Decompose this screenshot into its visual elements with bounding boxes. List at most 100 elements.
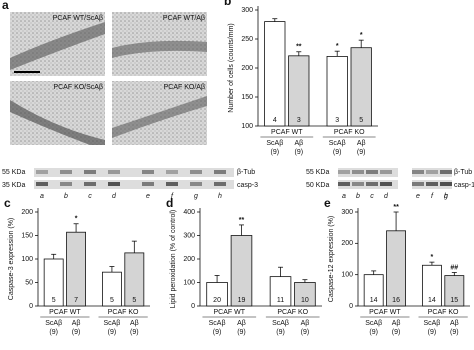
y-axis-label: Caspase-3 expression (%) [8, 218, 15, 300]
blot-band-mark [338, 170, 350, 174]
y-tick-label: 100 [183, 279, 195, 286]
x-tick-label: Aβ [301, 320, 310, 327]
y-tick-label: 0 [349, 303, 353, 310]
y-tick-label: 150 [241, 94, 253, 101]
bar [288, 55, 310, 127]
blot-strip [34, 180, 234, 189]
group-label: PCAF WT [369, 309, 401, 316]
micrographs [10, 12, 207, 145]
count-label: (9) [130, 329, 139, 336]
x-tick-label: ScAβ [209, 320, 226, 327]
blot-band-mark [426, 182, 438, 186]
lane-label: c [88, 193, 92, 200]
blot-band-mark [84, 170, 96, 174]
blot-band-mark [142, 170, 154, 174]
blot-band-mark [214, 182, 226, 186]
significance: ## [450, 264, 458, 271]
x-tick-label: ScAβ [329, 140, 346, 147]
lane-label: b [64, 193, 68, 200]
x-tick-label: Aβ [392, 320, 401, 327]
blot-band-mark [214, 170, 226, 174]
n-label: 20 [213, 297, 221, 304]
blot-band-mark [142, 182, 154, 186]
cell-layer [112, 40, 207, 58]
blot-band-mark [190, 182, 202, 186]
blot-band-mark [440, 170, 452, 174]
panel-label: d [166, 196, 173, 210]
blot-band-mark [84, 182, 96, 186]
lane-label: c [370, 193, 374, 200]
y-axis-label: Lipid peroxidation (% of control) [170, 210, 177, 308]
blot-band-mark [380, 170, 392, 174]
count-label: (9) [108, 329, 117, 336]
count-label: (9) [369, 329, 378, 336]
x-tick-label: Aβ [130, 320, 139, 327]
n-label: 11 [277, 297, 284, 304]
lane-label: e [146, 193, 150, 200]
n-label: 14 [370, 297, 378, 304]
count-label: (9) [237, 329, 246, 336]
x-tick-label: ScAβ [45, 320, 62, 327]
bar [326, 56, 348, 127]
image-label: PCAF WT/ScAβ [53, 15, 103, 22]
count-label: (9) [72, 329, 81, 336]
blot-kda: 55 KDa [2, 169, 25, 176]
cell-layer [112, 96, 207, 138]
count-label: (9) [450, 329, 459, 336]
bar [350, 47, 372, 127]
count-label: (9) [392, 329, 401, 336]
panel-label: c [4, 196, 11, 210]
y-tick-label: 0 [191, 303, 195, 310]
bar [66, 231, 86, 307]
blot-left [34, 168, 234, 189]
x-tick-label: Aβ [450, 320, 459, 327]
group-label: PCAF KO [428, 309, 459, 316]
blot-band-mark [60, 182, 72, 186]
lane-label: e [416, 193, 420, 200]
lane-label: f [431, 193, 434, 200]
group-label: PCAF KO [334, 129, 365, 136]
cell-layer [10, 22, 105, 70]
x-tick-label: Aβ [357, 140, 366, 147]
n-label: 19 [238, 297, 246, 304]
significance: ** [393, 204, 399, 211]
significance: * [431, 254, 434, 261]
count-label: (9) [301, 329, 310, 336]
n-label: 10 [301, 297, 309, 304]
lane-label: h [218, 193, 222, 200]
x-tick-label: ScAβ [423, 320, 440, 327]
blot-band-mark [166, 170, 178, 174]
bar [264, 21, 286, 127]
count-label: (9) [276, 329, 285, 336]
y-axis-label: Number of cells (counts/mm) [228, 23, 235, 112]
y-tick-label: 0 [29, 303, 33, 310]
count-label: (9) [333, 149, 342, 156]
lane-label: d [384, 193, 389, 200]
n-label: 16 [392, 297, 400, 304]
significance: ** [296, 44, 302, 51]
group-label: PCAF WT [214, 309, 246, 316]
significance: * [336, 43, 339, 50]
group-label: PCAF WT [271, 129, 303, 136]
n-label: 7 [74, 297, 78, 304]
x-tick-label: Aβ [237, 320, 246, 327]
blot-band-mark [440, 182, 452, 186]
y-tick-label: 100 [341, 272, 353, 279]
blot-band: β-Tub [237, 169, 255, 176]
blot-band-mark [190, 170, 202, 174]
x-tick-label: ScAβ [266, 140, 283, 147]
n-label: 4 [273, 117, 277, 124]
y-tick-label: 200 [21, 209, 33, 216]
y-tick-label: 200 [241, 65, 253, 72]
count-label: (9) [428, 329, 437, 336]
count-label: (9) [271, 149, 280, 156]
n-label: 3 [297, 117, 301, 124]
blot-band: β-Tub [454, 169, 472, 176]
count-label: (9) [357, 149, 366, 156]
blot-band-mark [412, 170, 424, 174]
n-label: 5 [52, 297, 56, 304]
lane-label: d [112, 193, 117, 200]
x-tick-label: Aβ [72, 320, 81, 327]
lane-label: g [194, 193, 198, 200]
